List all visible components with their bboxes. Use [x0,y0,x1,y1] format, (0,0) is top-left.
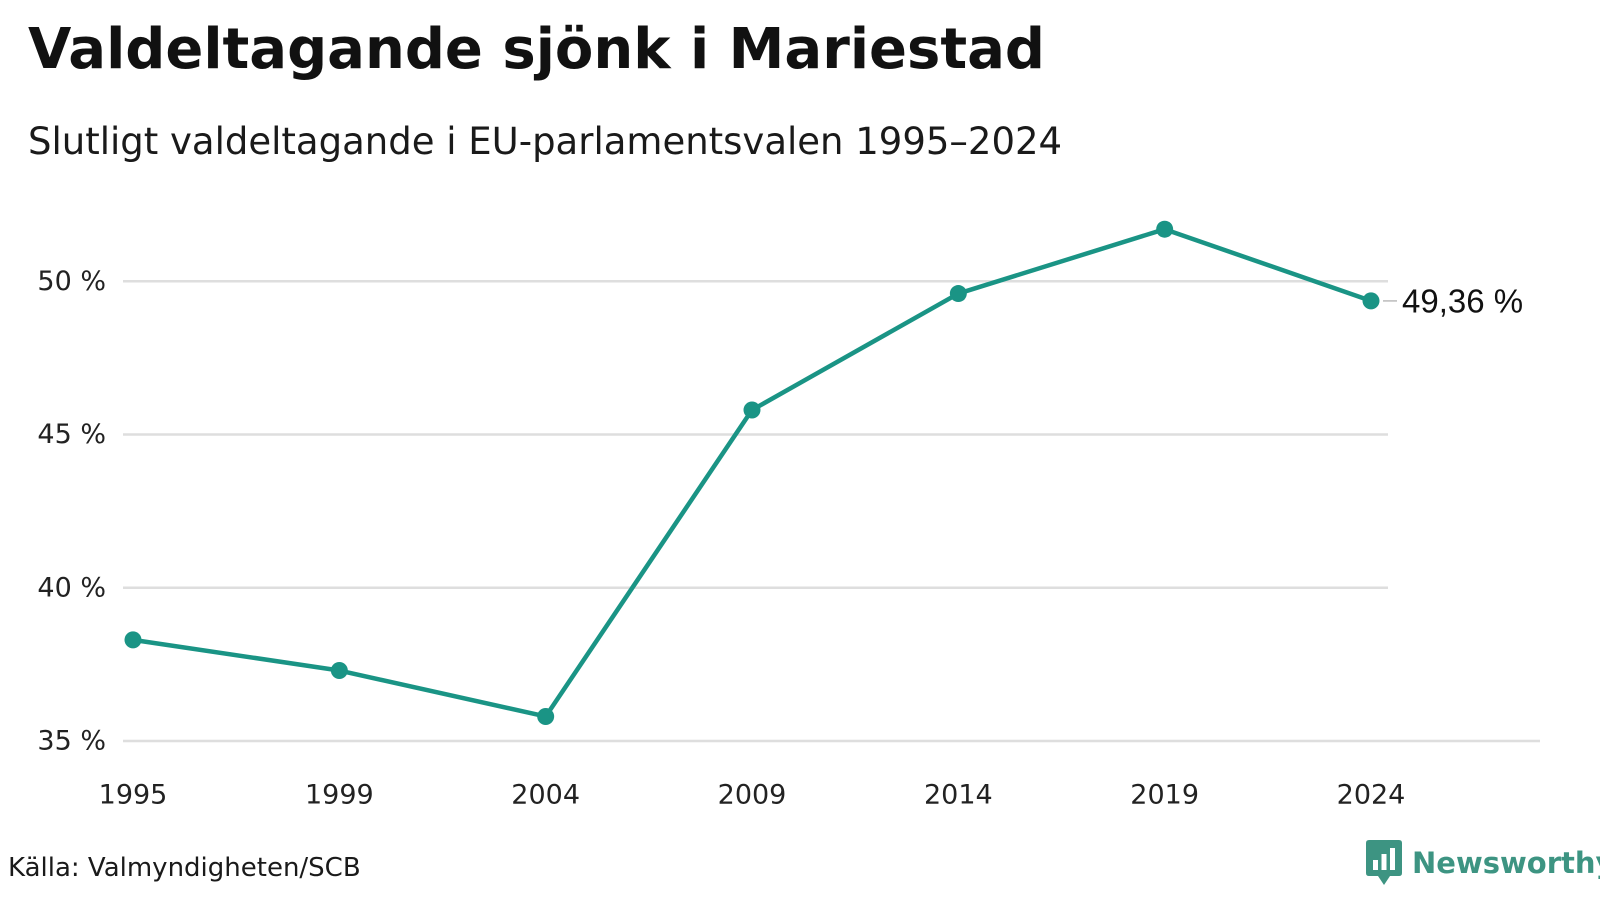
y-tick-label: 40 % [37,572,106,603]
brand-name: Newsworthy [1412,846,1600,880]
data-point [1156,220,1174,238]
data-point [537,707,555,725]
x-tick-label: 1995 [99,780,168,811]
end-value-label-group: 49,36 % [1383,282,1523,319]
chart-subtitle: Slutligt valdeltagande i EU-parlamentsva… [28,120,1063,163]
y-tick-label: 50 % [37,266,106,297]
x-tick-label: 1999 [305,780,374,811]
x-tick-label: 2024 [1337,780,1406,811]
x-tick-label: 2004 [511,780,580,811]
brand-logo: Newsworthy [1366,838,1600,888]
data-point [124,631,142,649]
data-point [330,662,348,680]
y-tick-label: 35 % [37,726,106,757]
y-tick-label: 45 % [37,419,106,450]
x-axis-tick-labels: 1995 1999 2004 2009 2014 2019 2024 [99,780,1406,811]
data-point [1362,292,1380,310]
x-tick-label: 2014 [924,780,993,811]
series-line [130,226,1374,719]
data-point [743,401,761,419]
source-note: Källa: Valmyndigheten/SCB [8,853,361,883]
series-line-group [124,220,1380,725]
x-tick-label: 2019 [1130,780,1199,811]
gridlines [123,280,1540,743]
end-value-label: 49,36 % [1402,282,1523,319]
y-axis-tick-labels: 35 % 40 % 45 % 50 % [37,266,106,757]
chart-title: Valdeltagande sjönk i Mariestad [28,17,1045,82]
newsworthy-logo-icon [1366,840,1402,885]
data-point [949,285,967,303]
x-tick-label: 2009 [718,780,787,811]
